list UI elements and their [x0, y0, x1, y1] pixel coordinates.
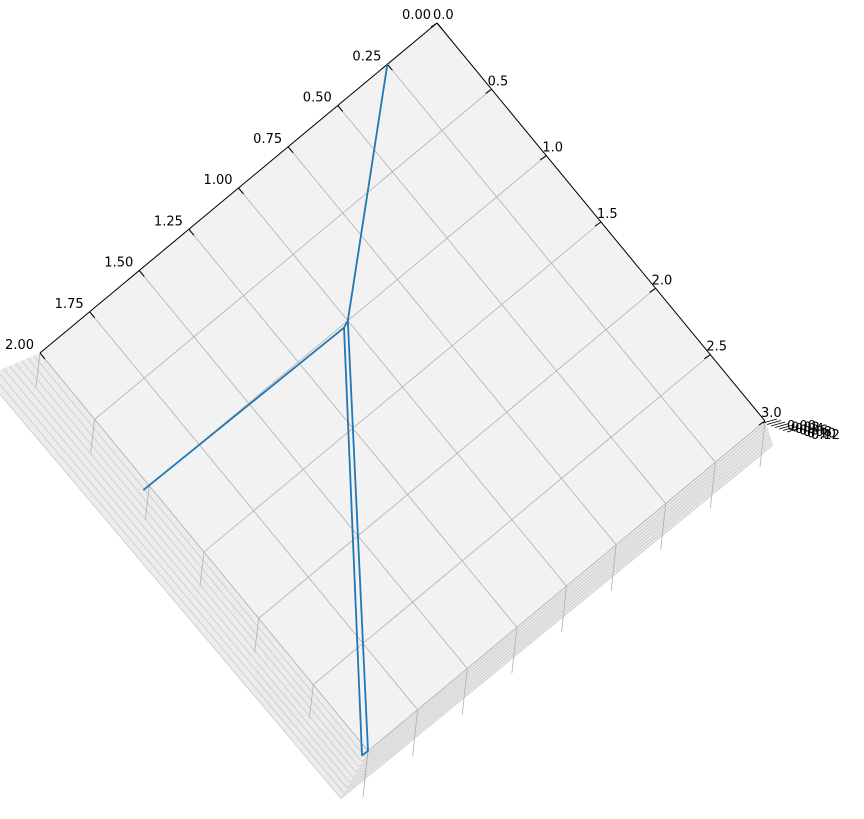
- side-edge-line-b: [358, 428, 768, 768]
- wall-grid-line-a: [461, 668, 468, 715]
- tick-label-b: 0.0: [433, 8, 454, 23]
- tick-mark-z: [786, 427, 802, 433]
- tick-label-z: 0.12: [811, 428, 840, 443]
- wall-grid-line-a: [610, 544, 617, 591]
- tick-label-a: 0.75: [253, 132, 282, 147]
- tick-mark-z: [762, 418, 778, 424]
- grid-line-b: [203, 221, 602, 553]
- wall-grid-line-b: [363, 750, 369, 786]
- side-edge-line-b: [355, 431, 769, 773]
- side-pane-group: [0, 352, 774, 799]
- tick-label-z: 0.06: [799, 424, 828, 439]
- side-edge-line-b: [349, 436, 771, 783]
- grid-line-b: [258, 288, 656, 619]
- tick-label-z: 0.02: [791, 421, 820, 436]
- side-edge-line-a: [0, 393, 342, 799]
- tick-mark-b: [430, 22, 438, 28]
- series-line: [142, 64, 389, 757]
- series-group: [142, 64, 389, 757]
- wall-grid-line-a: [511, 627, 518, 674]
- side-edge-line-a: [27, 357, 363, 762]
- wall-grid-line-a: [709, 462, 716, 509]
- wall-grid-line-b: [308, 684, 314, 719]
- wall-grid-line-b: [254, 618, 260, 653]
- tick-mark-b: [704, 354, 711, 360]
- tick-label-a: 1.75: [55, 297, 84, 312]
- tick-label-b: 2.5: [706, 340, 727, 355]
- side-edge-line-a: [9, 365, 354, 778]
- tick-mark-a: [39, 352, 46, 360]
- side-edge-line-a: [0, 383, 345, 794]
- wall-grid-line-a: [561, 585, 567, 633]
- wall-grid-line-a: [759, 420, 766, 468]
- tick-mark-z: [782, 426, 798, 431]
- tick-label-a: 2.00: [5, 338, 34, 353]
- side-edge-line-b: [361, 425, 768, 762]
- tick-label-a: 1.00: [204, 173, 233, 188]
- tick-label-b: 1.0: [542, 141, 563, 156]
- tick-mark-z: [770, 421, 786, 427]
- side-edge-line-a: [21, 360, 360, 768]
- wall-grid-line-b: [90, 419, 96, 454]
- side-edge-line-a: [33, 355, 366, 757]
- tick-label-b: 0.5: [488, 74, 509, 89]
- tick-label-a: 1.50: [104, 256, 133, 271]
- wall-grid-line-b: [35, 352, 41, 388]
- side-edge-line-b: [346, 439, 772, 789]
- tick-label-z: 0.04: [795, 422, 824, 437]
- tick-mark-b: [540, 155, 547, 161]
- tick-mark-b: [649, 287, 656, 293]
- tick-mark-z: [766, 420, 782, 425]
- axis-group: [39, 22, 802, 433]
- tick-mark-b: [758, 420, 766, 426]
- tick-label-a: 0.00: [402, 8, 431, 23]
- wall-grid-line-a: [660, 503, 667, 550]
- tick-mark-a: [287, 146, 294, 154]
- side-edge-line-b: [343, 441, 773, 794]
- side-edge-line-b: [340, 444, 774, 799]
- tick-label-z: 0.00: [787, 419, 816, 434]
- tick-label-z: 0.08: [803, 425, 832, 440]
- tick-mark-a: [138, 270, 145, 277]
- tick-mark-a: [89, 311, 96, 319]
- tick-mark-b: [594, 221, 602, 227]
- tick-label-a: 0.50: [303, 91, 332, 106]
- tick-mark-a: [238, 187, 244, 195]
- grid-line-b: [367, 420, 766, 752]
- side-edge-line-a: [2, 368, 351, 783]
- tick-label-a: 0.25: [352, 49, 381, 64]
- side-edge-line-b: [352, 433, 770, 778]
- tick-label-b: 3.0: [761, 406, 782, 421]
- tick-mark-a: [188, 228, 195, 236]
- wall-grid-line-b: [199, 551, 205, 587]
- tick-label-group: 0.000.250.500.751.001.251.501.752.000.00…: [5, 8, 840, 443]
- tick-mark-a: [386, 63, 393, 71]
- tick-label-b: 1.5: [597, 207, 618, 222]
- side-edge-line-a: [0, 373, 348, 789]
- grid-line-b: [94, 89, 492, 420]
- grid-line-b: [313, 354, 711, 685]
- tick-label-z: 0.10: [807, 427, 836, 442]
- side-edge-line-b: [364, 423, 767, 757]
- wall-grid-line-b: [144, 485, 150, 520]
- tick-mark-a: [436, 22, 443, 30]
- side-edge-line-a: [15, 363, 357, 773]
- tick-mark-z: [778, 424, 794, 430]
- tick-mark-a: [337, 105, 344, 112]
- tick-label-b: 2.0: [652, 273, 673, 288]
- tick-label-a: 1.25: [154, 214, 183, 229]
- tick-mark-b: [485, 88, 492, 94]
- tick-mark-z: [774, 423, 790, 428]
- wall-grid-line-a: [412, 709, 419, 756]
